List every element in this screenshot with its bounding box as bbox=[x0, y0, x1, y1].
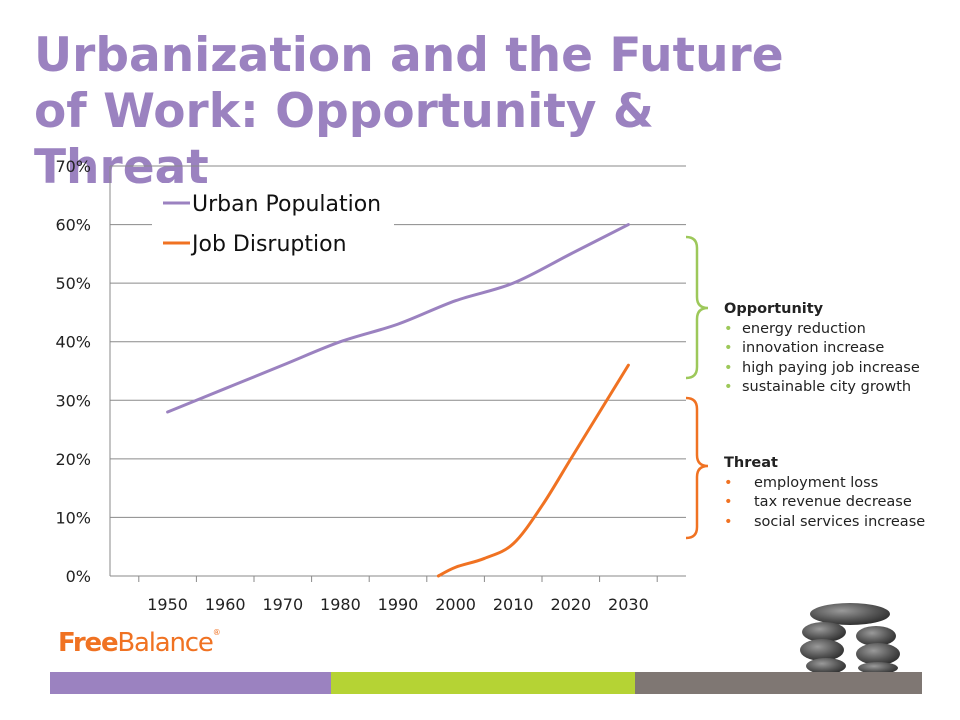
opportunity-heading: Opportunity bbox=[724, 301, 824, 317]
y-tick-label: 50% bbox=[55, 274, 91, 293]
threat-bracket bbox=[685, 396, 709, 540]
list-item: • sustainable city growth bbox=[724, 379, 912, 395]
footer-bar-gray bbox=[635, 672, 922, 694]
list-item: • tax revenue decrease bbox=[724, 494, 912, 510]
y-tick-label: 40% bbox=[55, 333, 91, 352]
list-item: • high paying job increase bbox=[724, 359, 920, 376]
freebalance-logo: FreeBalance® bbox=[58, 628, 221, 658]
list-item: • innovation increase bbox=[724, 340, 885, 356]
chart-axes: 0% 10% 20% 30% 40% 50% 60% 70% 1950 1960 1970 1980 1… bbox=[55, 157, 686, 614]
series-line-urban-population bbox=[166, 223, 630, 414]
footer-bar-green bbox=[331, 672, 635, 694]
y-tick-label: 20% bbox=[55, 450, 91, 469]
x-tick-label: 1980 bbox=[320, 595, 361, 614]
stacked-stones-image bbox=[800, 603, 900, 674]
slide-title: Urbanization and the Future of Work: Opp… bbox=[34, 28, 784, 195]
threat-annotation: Threat • employment loss • tax revenue dec… bbox=[724, 454, 925, 532]
x-tick-label: 1970 bbox=[262, 595, 303, 614]
legend-label-job-disruption: Job Disruption bbox=[190, 232, 347, 257]
x-tick-label: 2010 bbox=[493, 595, 534, 614]
chart-legend: Urban Population Job Disruption bbox=[152, 183, 394, 271]
opportunity-list: • energy reduction • innovation increase •… bbox=[724, 320, 920, 398]
y-tick-label: 30% bbox=[55, 391, 91, 410]
list-item: • energy reduction bbox=[724, 320, 866, 337]
list-item: • employment loss bbox=[724, 474, 879, 491]
footer-bar-purple bbox=[50, 672, 331, 694]
list-item: • social services increase bbox=[724, 513, 926, 530]
x-tick-label: 2020 bbox=[550, 595, 591, 614]
opportunity-bracket bbox=[685, 235, 709, 380]
chart-series bbox=[166, 223, 630, 578]
x-tick-label: 2000 bbox=[435, 595, 476, 614]
y-tick-label: 60% bbox=[55, 216, 91, 235]
x-tick-label: 2030 bbox=[608, 595, 649, 614]
y-tick-label: 10% bbox=[55, 508, 91, 527]
series-line-job-disruption bbox=[436, 363, 630, 578]
y-tick-label: 0% bbox=[66, 567, 91, 586]
y-tick-label: 70% bbox=[55, 157, 91, 176]
legend-label-urban-population: Urban Population bbox=[192, 192, 381, 217]
threat-list: • employment loss • tax revenue decrease •… bbox=[724, 474, 925, 533]
x-tick-label: 1950 bbox=[147, 595, 188, 614]
x-tick-label: 1990 bbox=[378, 595, 419, 614]
x-tick-label: 1960 bbox=[205, 595, 246, 614]
legend-background bbox=[152, 183, 394, 271]
chart-grid bbox=[110, 165, 686, 518]
threat-heading: Threat bbox=[724, 455, 778, 471]
opportunity-annotation: Opportunity • energy reduction • innovatio… bbox=[724, 300, 920, 398]
